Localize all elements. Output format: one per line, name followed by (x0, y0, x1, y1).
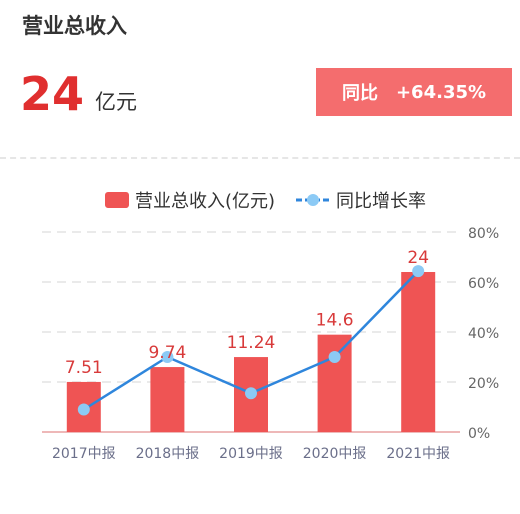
y-right-tick: 80% (468, 226, 499, 242)
x-tick-label: 2019中报 (219, 446, 283, 462)
growth-point (328, 351, 341, 363)
legend-line-marker (307, 194, 319, 206)
section-divider (0, 157, 520, 159)
y-right-tick: 0% (468, 426, 490, 442)
page-title: 营业总收入 (22, 14, 127, 38)
growth-point (161, 351, 174, 363)
revenue-unit: 亿元 (95, 90, 137, 114)
yoy-badge-label: 同比 (341, 83, 378, 104)
x-tick-label: 2018中报 (136, 446, 200, 462)
bar-data-label: 7.51 (65, 358, 103, 378)
x-tick-label: 2020中报 (303, 446, 367, 462)
growth-point (77, 403, 90, 416)
growth-point (245, 387, 257, 400)
bar (150, 367, 185, 432)
yoy-badge-value: +64.35% (395, 81, 487, 103)
bar-data-label: 9.74 (148, 343, 186, 363)
chart-legend: 营业总收入(亿元) 同比增长率 (105, 191, 426, 212)
x-tick-label: 2017中报 (52, 446, 116, 462)
y-right-tick: 60% (468, 276, 499, 292)
bar (317, 334, 352, 432)
legend-line-label: 同比增长率 (336, 191, 426, 212)
bar-data-label: 24 (407, 248, 429, 268)
bar-data-label: 11.24 (227, 333, 276, 353)
bar-data-label: 14.6 (316, 311, 354, 331)
y-right-tick: 40% (468, 326, 499, 342)
x-tick-label: 2021中报 (386, 446, 450, 462)
growth-point (412, 265, 425, 278)
revenue-value: 24 (20, 67, 85, 121)
legend-bar-swatch (105, 192, 129, 208)
yoy-badge: 同比 +64.35% (316, 68, 512, 116)
legend-bar-label: 营业总收入(亿元) (135, 191, 275, 212)
bar (401, 272, 436, 432)
y-right-tick: 20% (468, 376, 499, 392)
